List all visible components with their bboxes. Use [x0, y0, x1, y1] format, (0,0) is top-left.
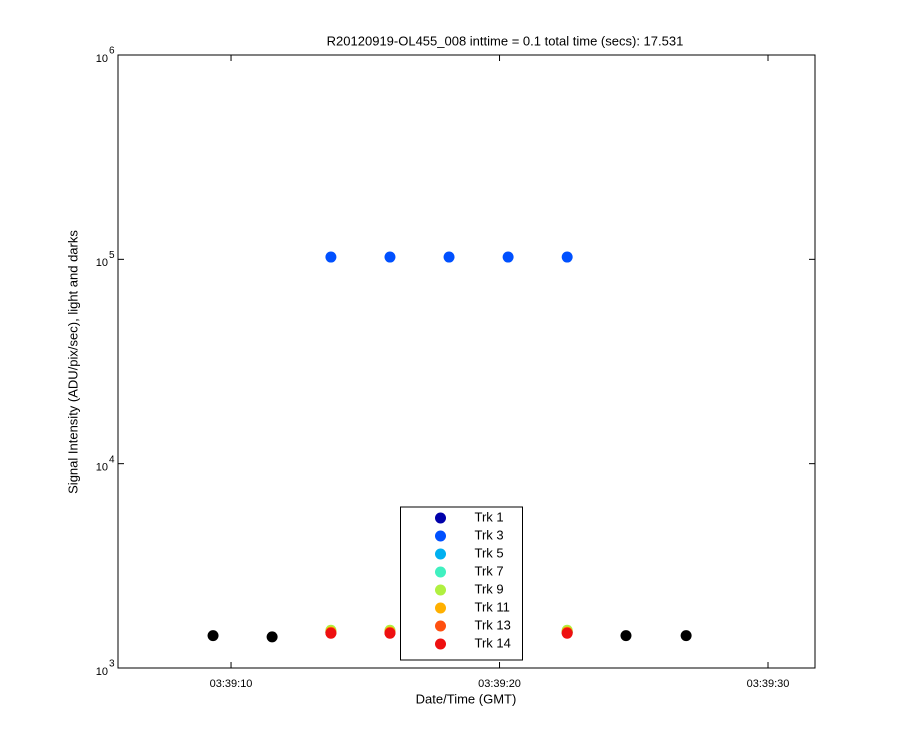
- legend-marker: [435, 602, 446, 614]
- point: [325, 251, 337, 263]
- legend-box: [400, 506, 523, 661]
- legend-marker: [435, 638, 446, 650]
- legend-marker: [435, 530, 446, 542]
- legend-label: Trk 11: [475, 599, 510, 614]
- point: [620, 630, 632, 642]
- legend-label: Trk 14: [475, 635, 511, 650]
- legend-label: Trk 5: [475, 545, 504, 560]
- y-tick-label: 10: [96, 462, 108, 474]
- x-tick-label: 03:39:10: [210, 678, 253, 690]
- legend-marker: [435, 548, 446, 560]
- legend-marker: [435, 512, 446, 524]
- y-tick-exponent: 4: [109, 454, 115, 465]
- y-tick-label: 10: [96, 666, 108, 678]
- x-tick-label: 03:39:30: [747, 678, 790, 690]
- x-tick-label: 03:39:20: [478, 678, 521, 690]
- y-tick-exponent: 6: [109, 46, 115, 57]
- legend-label: Trk 7: [475, 563, 504, 578]
- y-tick-exponent: 3: [109, 659, 115, 670]
- point: [561, 251, 573, 263]
- legend-marker: [435, 566, 446, 578]
- legend-marker: [435, 620, 446, 632]
- point: [384, 251, 396, 263]
- legend: Trk 1 Trk 3 Trk 5 Trk 7 Trk 9 Trk 11 Trk 13 Trk…: [400, 506, 523, 661]
- point: [561, 627, 573, 639]
- point: [325, 627, 337, 639]
- legend-label: Trk 13: [475, 617, 511, 632]
- chart-title: R20120919-OL455_008 inttime = 0.1 total …: [327, 33, 684, 48]
- y-tick-exponent: 5: [109, 250, 115, 261]
- legend-label: Trk 3: [475, 527, 504, 542]
- y-axis-label: Signal Intensity (ADU/pix/sec), light an…: [65, 230, 80, 494]
- point: [443, 251, 455, 263]
- point: [207, 630, 219, 642]
- legend-marker: [435, 584, 446, 596]
- legend-label: Trk 9: [475, 581, 504, 596]
- legend-label: Trk 1: [475, 509, 504, 524]
- point: [502, 251, 514, 263]
- y-tick-label: 10: [96, 257, 108, 269]
- y-tick-label: 10: [96, 53, 108, 65]
- point: [266, 631, 278, 643]
- point: [680, 630, 692, 642]
- x-axis-label: Date/Time (GMT): [416, 691, 517, 706]
- point: [384, 627, 396, 639]
